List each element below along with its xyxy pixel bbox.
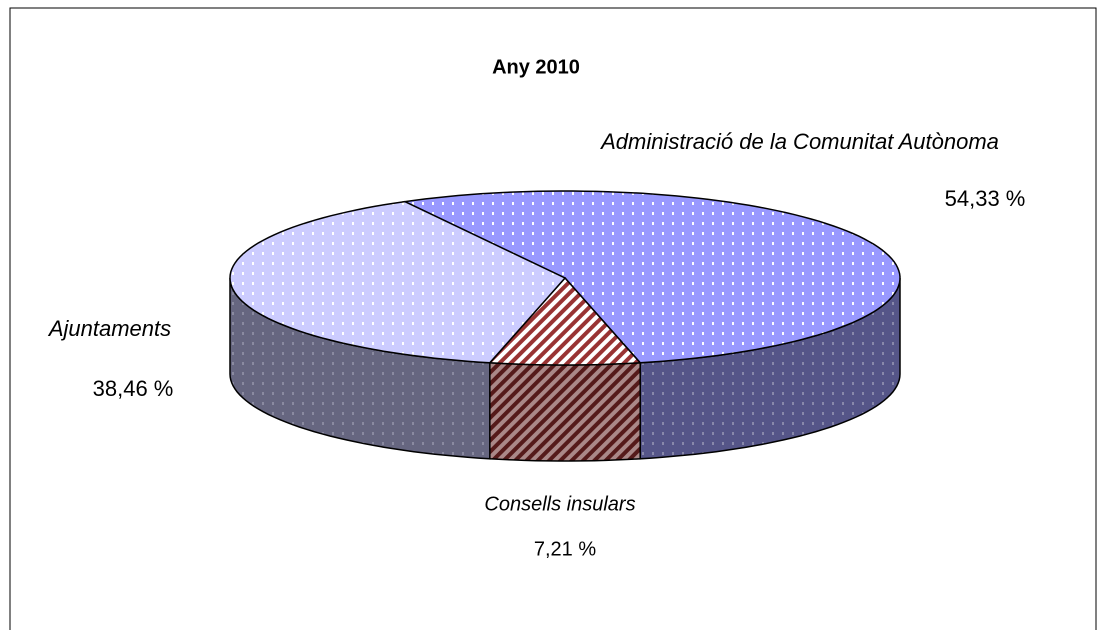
pie-slice-side	[489, 362, 641, 462]
chart-title: Any 2010	[492, 56, 580, 78]
slice-label: Consells insulars	[484, 493, 635, 515]
slice-value-label: 7,21 %	[534, 538, 596, 560]
pie-slice	[229, 200, 567, 364]
slice-value-label: 38,46 %	[93, 376, 174, 401]
slice-label: Ajuntaments	[47, 316, 171, 341]
pie-slice	[488, 276, 642, 366]
slice-value-label: 54,33 %	[945, 186, 1026, 211]
slice-label: Administració de la Comunitat Autònoma	[599, 129, 999, 154]
pie-slice	[402, 190, 901, 364]
chart-frame	[9, 7, 1097, 630]
